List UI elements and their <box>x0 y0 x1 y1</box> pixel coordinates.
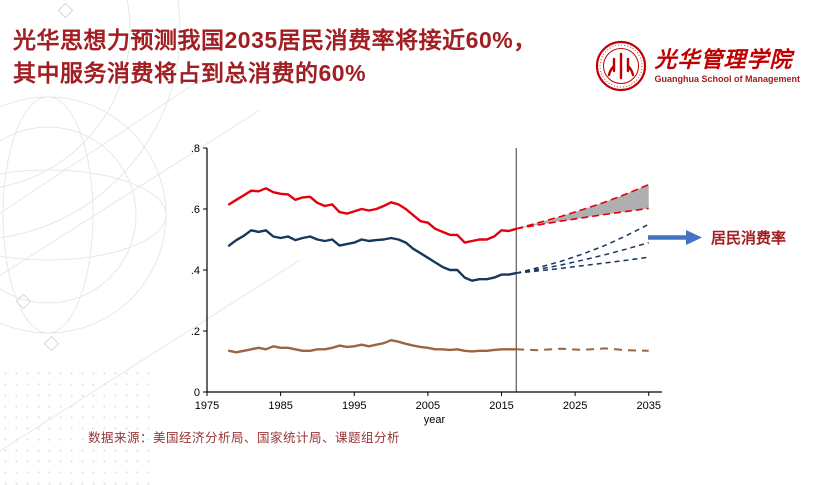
series-navy-history <box>227 229 518 282</box>
diamond-decor <box>15 293 32 310</box>
forecast-navy-mid <box>516 241 649 274</box>
logo-name-en: Guanghua School of Management <box>654 74 800 85</box>
forecast-navy-lower <box>516 256 649 274</box>
logo-name-cn: 光华管理学院 <box>654 47 793 73</box>
y-tick-label: 0 <box>194 387 200 399</box>
consumption-rate-chart: 0 .2 .4 .6 .8 1975 1985 1995 2005 2015 2025 2035 yea… <box>191 143 662 426</box>
x-tick-label: 2025 <box>563 400 587 412</box>
arrow-right-icon <box>648 230 702 245</box>
data-source-note: 数据来源：美国经济分析局、国家统计局、课题组分析 <box>88 431 401 445</box>
y-tick-label: .6 <box>191 204 200 216</box>
forecast-navy-upper <box>516 223 650 274</box>
y-tick-label: .2 <box>191 326 200 338</box>
x-tick-label: 1985 <box>268 400 292 412</box>
forecast-brown <box>516 347 649 352</box>
annotation: 居民消费率 <box>648 227 786 248</box>
page-title-line2: 其中服务消费将占到总消费的60% <box>13 60 367 86</box>
page-title: 光华思想力预测我国2035居民消费率将接近60%， 其中服务消费将占到总消费的6… <box>13 24 537 90</box>
series-red-history <box>227 187 518 244</box>
forecast-red-upper <box>515 183 650 230</box>
pku-seal-icon <box>596 40 647 92</box>
dot-grid-decor <box>0 368 150 485</box>
forecast-red-lower <box>516 207 649 230</box>
diamond-decor <box>57 2 74 19</box>
chart-area: 0 .2 .4 .6 .8 1975 1985 1995 2005 2015 2025 2035 yea… <box>175 140 675 430</box>
forecast-fan <box>516 184 649 229</box>
y-tick-label: .8 <box>191 143 200 155</box>
guanghua-logo: 光华管理学院 Guanghua School of Management <box>595 40 800 92</box>
diamond-decor <box>43 335 60 352</box>
annotation-label: 居民消费率 <box>711 230 787 247</box>
x-tick-label: 2005 <box>416 400 440 412</box>
x-tick-label: 1995 <box>342 400 366 412</box>
x-tick-label: 2035 <box>637 400 661 412</box>
page-title-line1: 光华思想力预测我国2035居民消费率将接近60%， <box>13 27 537 53</box>
series-brown-history <box>227 338 518 354</box>
x-tick-label: 2015 <box>489 400 513 412</box>
y-tick-label: .4 <box>191 265 200 277</box>
x-tick-label: 1975 <box>195 400 219 412</box>
x-axis-label: year <box>424 414 446 426</box>
